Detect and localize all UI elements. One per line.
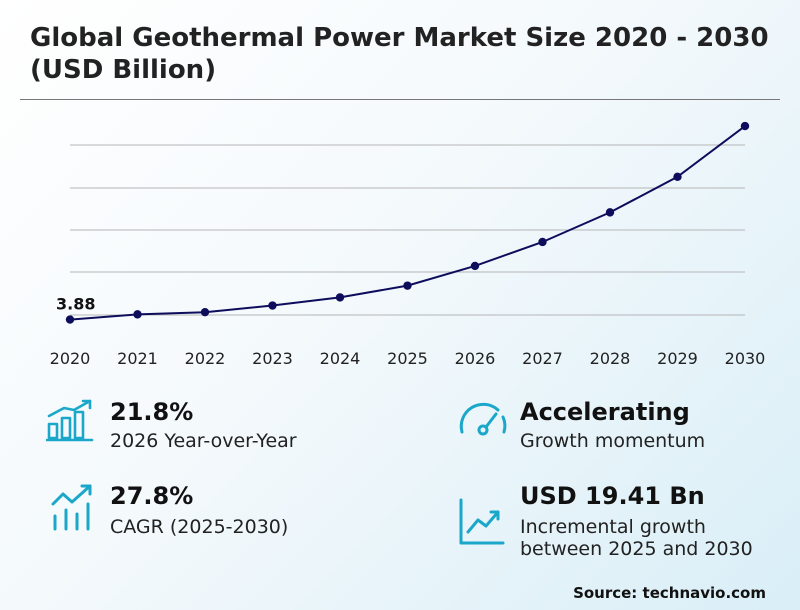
stat-yoy-value: 21.8% <box>110 398 194 426</box>
data-points <box>65 121 750 324</box>
stat-incremental-value: USD 19.41 Bn <box>520 482 705 510</box>
x-axis-tick-labels: 2020 2021 2022 2023 2024 2025 2026 2027 2028 2029… <box>50 349 766 368</box>
data-point-2028 <box>605 208 615 217</box>
stat-momentum-value: Accelerating <box>520 398 690 426</box>
x-tick-2028: 2028 <box>590 349 631 368</box>
stat-yoy: 21.8% 2026 Year-over-Year <box>46 398 376 458</box>
x-tick-2027: 2027 <box>522 349 563 368</box>
stat-cagr: 27.8% CAGR (2025-2030) <box>50 482 380 542</box>
x-tick-2022: 2022 <box>185 349 226 368</box>
speedometer-icon <box>459 402 507 436</box>
x-tick-2023: 2023 <box>252 349 293 368</box>
series-line-layer <box>69 125 746 321</box>
data-point-2029 <box>673 172 682 182</box>
grid-lines <box>70 144 745 316</box>
data-point-2030 <box>740 121 750 131</box>
x-tick-2030: 2030 <box>725 349 766 368</box>
data-point-2027 <box>538 237 547 247</box>
data-point-2022 <box>200 307 210 317</box>
source-credit: Source: technavio.com <box>573 584 766 602</box>
data-point-2021 <box>133 310 142 319</box>
x-tick-2026: 2026 <box>455 349 496 368</box>
trend-bars-icon <box>51 484 92 531</box>
stat-momentum-desc: Growth momentum <box>520 430 706 452</box>
stat-cagr-value: 27.8% <box>110 482 194 510</box>
x-tick-2025: 2025 <box>387 349 428 368</box>
x-tick-2024: 2024 <box>320 349 361 368</box>
stat-incremental-desc: Incremental growth between 2025 and 2030 <box>520 516 753 560</box>
data-point-2025 <box>403 281 412 290</box>
data-point-2024 <box>335 293 345 302</box>
series-line <box>69 125 746 321</box>
data-label-2020: 3.88 <box>56 295 95 314</box>
line-chart: 3.88 2020 2021 2022 2023 2024 2025 2026 2027 202… <box>50 121 766 368</box>
stat-momentum: Accelerating Growth momentum <box>458 398 778 458</box>
bar-chart-growth-icon <box>46 399 94 442</box>
data-point-2026 <box>470 261 480 271</box>
stat-cagr-desc: CAGR (2025-2030) <box>110 516 289 538</box>
stat-incremental: USD 19.41 Bn Incremental growth between … <box>458 482 778 566</box>
stat-yoy-desc: 2026 Year-over-Year <box>110 430 297 452</box>
data-labels: 3.88 <box>56 295 95 314</box>
x-tick-2020: 2020 <box>50 349 91 368</box>
data-point-2023 <box>268 301 277 310</box>
trending-up-chart-icon <box>459 498 505 545</box>
x-tick-2021: 2021 <box>117 349 158 368</box>
title-divider <box>20 99 780 100</box>
data-point-2020 <box>65 315 75 324</box>
chart-title: Global Geothermal Power Market Size 2020… <box>30 23 769 85</box>
x-tick-2029: 2029 <box>657 349 698 368</box>
